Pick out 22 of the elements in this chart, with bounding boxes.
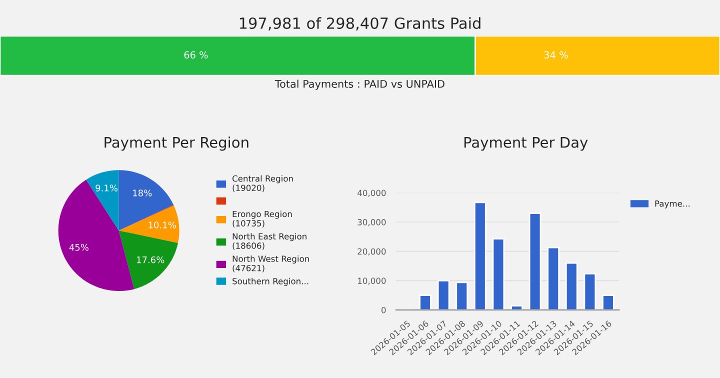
x-axis-title: Total Payments : PAID vs UNPAID <box>274 80 444 90</box>
data-label: 17.6% <box>137 256 164 264</box>
y-tick-label: 10,000 <box>358 278 386 285</box>
chart-title: Payment Per Day <box>464 137 588 151</box>
chart-title: 197,981 of 298,407 Grants Paid <box>240 17 480 31</box>
y-tick-label: 0 <box>382 306 386 314</box>
data-label: 9.1% <box>96 184 118 192</box>
y-tick-label: 30,000 <box>358 219 386 226</box>
legend-label: North East Region (18606) <box>232 233 306 250</box>
legend-label: Southern Region... <box>232 278 308 286</box>
legend-label: Central Region (19020) <box>232 175 293 192</box>
y-tick-label: 20,000 <box>358 248 386 256</box>
legend-label: Payme... <box>655 200 690 208</box>
legend-label: Erongo Region (10735) <box>232 210 292 228</box>
data-label: 18% <box>133 190 152 196</box>
data-label: 66 % <box>184 51 208 59</box>
data-label: 45% <box>69 244 88 251</box>
chart-title: Payment Per Region <box>104 136 248 151</box>
y-tick-label: 40,000 <box>358 190 386 197</box>
data-label: 10.1% <box>148 222 176 228</box>
data-label: 34 % <box>544 51 568 59</box>
legend-label: North West Region (47621) <box>232 255 309 272</box>
